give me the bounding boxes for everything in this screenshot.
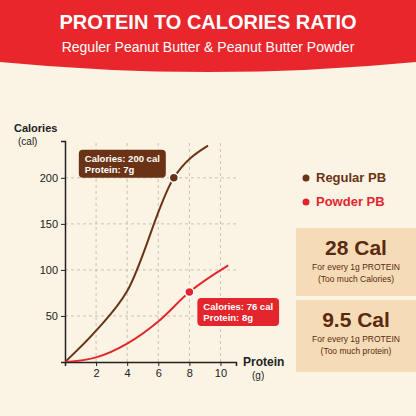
plot-area — [65, 146, 228, 362]
x-tick: 4 — [125, 362, 131, 379]
y-axis-title: Calories — [14, 122, 57, 134]
y-tick-label: 50 — [46, 310, 58, 322]
y-tick: 100 — [40, 264, 65, 276]
annotation-text: Calories: 76 cal — [203, 301, 273, 312]
y-tick: 150 — [40, 218, 65, 230]
annotation-point — [169, 173, 178, 182]
x-tick-mark — [189, 362, 190, 366]
annotation-text: Calories: 200 cal — [85, 153, 160, 164]
legend-label: Regular PB — [316, 170, 386, 185]
annotation-text: Protein: 7g — [85, 164, 135, 175]
legend-marker — [303, 175, 310, 182]
grid-line-x — [220, 141, 221, 362]
callout-box — [296, 228, 416, 296]
y-tick-mark — [61, 270, 65, 271]
x-tick-mark — [220, 362, 221, 366]
x-axis-title: Protein — [243, 355, 284, 369]
legend: Regular PB Powder PB — [303, 170, 387, 209]
x-tick-label: 8 — [187, 367, 193, 379]
callout-label: 28 Cal — [325, 236, 387, 259]
y-tick-mark — [61, 178, 65, 179]
annotation-point — [185, 288, 194, 297]
legend-marker — [303, 199, 310, 206]
x-tick: 2 — [94, 362, 100, 379]
chart: PROTEIN TO CALORIES RATIO Reguler Peanut … — [0, 0, 416, 416]
header-band — [0, 0, 416, 72]
y-tick-mark — [61, 316, 65, 317]
grid-line-y — [65, 223, 236, 224]
y-axis: 50 100 150 200 — [40, 142, 66, 363]
x-tick-mark — [158, 362, 159, 366]
annotation: Calories: 200 calProtein: 7g — [79, 150, 166, 178]
x-tick: 8 — [187, 362, 193, 379]
annotation-text: Protein: 8g — [203, 312, 253, 323]
x-tick-mark — [127, 362, 128, 366]
x-axis: 2 4 6 8 10 — [66, 362, 237, 379]
x-tick-label: 10 — [215, 367, 227, 379]
y-tick: 50 — [46, 310, 65, 322]
grid — [65, 141, 236, 362]
background — [0, 0, 416, 416]
y-axis-line — [61, 142, 66, 363]
y-axis-unit: (cal) — [18, 136, 37, 147]
x-axis-line — [66, 363, 237, 367]
x-tick-label: 2 — [94, 367, 100, 379]
x-tick-mark — [96, 362, 97, 366]
y-tick-mark — [61, 224, 65, 225]
subtitle: Reguler Peanut Butter & Peanut Butter Po… — [62, 39, 355, 55]
y-tick-label: 100 — [40, 264, 58, 276]
grid-line-x — [189, 141, 190, 362]
callout: 9.5 Cal For every 1g PROTEIN (Too much pro… — [296, 300, 416, 372]
callout-box — [296, 300, 416, 372]
annotation: Calories: 76 calProtein: 8g — [197, 298, 279, 326]
annotation-box — [79, 150, 166, 178]
grid-line-y — [65, 269, 236, 270]
callout-text: For every 1g PROTEIN — [312, 262, 400, 272]
annotation-box — [197, 298, 279, 326]
series-line — [65, 146, 208, 362]
callout-text: For every 1g PROTEIN — [312, 334, 400, 344]
callout: 28 Cal For every 1g PROTEIN (Too much Calo… — [296, 228, 416, 296]
y-tick-label: 200 — [40, 172, 58, 184]
y-tick-label: 150 — [40, 218, 58, 230]
y-tick: 200 — [40, 172, 65, 184]
callout-note: (Too much Calories) — [318, 274, 394, 284]
callout-label: 9.5 Cal — [322, 308, 390, 331]
x-axis-unit: (g) — [252, 370, 264, 381]
callout-note: (Too much protein) — [321, 346, 392, 356]
title: PROTEIN TO CALORIES RATIO — [59, 11, 356, 33]
x-tick: 10 — [215, 362, 227, 379]
x-tick-label: 4 — [125, 367, 131, 379]
x-tick-label: 6 — [156, 367, 162, 379]
legend-label: Powder PB — [316, 194, 385, 209]
x-tick: 6 — [156, 362, 162, 379]
